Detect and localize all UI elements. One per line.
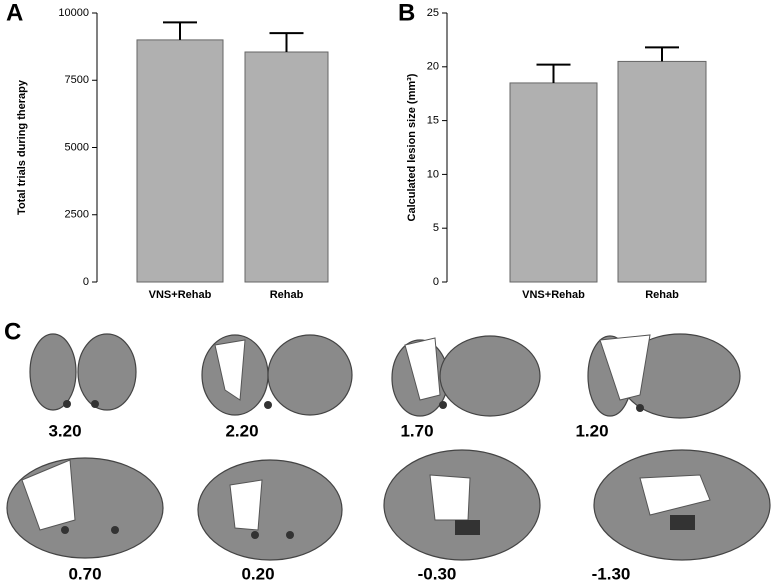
- bar: [509, 82, 598, 283]
- section-label: -1.30: [592, 564, 631, 582]
- y-tick-label: 7500: [65, 74, 89, 86]
- y-tick-label: 20: [427, 61, 439, 73]
- section-label: 3.20: [48, 421, 81, 440]
- panel-label: B: [398, 0, 415, 26]
- y-axis-label: Calculated lesion size (mm³): [406, 73, 418, 221]
- x-tick-label: VNS+Rehab: [149, 289, 212, 301]
- error-bar: [645, 46, 679, 62]
- brain-image: [383, 449, 541, 561]
- error-bar: [163, 21, 197, 40]
- bar: [617, 60, 707, 283]
- y-tick-label: 0: [433, 276, 439, 288]
- y-tick-label: 15: [427, 115, 439, 127]
- section-label: 1.20: [575, 421, 608, 440]
- section-label: 0.20: [241, 564, 274, 582]
- bar: [244, 51, 329, 283]
- panel-label: C: [4, 318, 21, 345]
- brain-image: [587, 333, 741, 419]
- x-tick-label: Rehab: [645, 289, 679, 301]
- x-tick-label: Rehab: [270, 289, 304, 301]
- section-label: 2.20: [225, 421, 258, 440]
- section-label: 0.70: [68, 564, 101, 582]
- brain-image: [6, 457, 164, 559]
- brain-image: [391, 335, 541, 417]
- panel-label: A: [6, 0, 23, 26]
- y-tick-label: 2500: [65, 209, 89, 221]
- section-label: 1.70: [400, 421, 433, 440]
- x-tick-label: VNS+Rehab: [522, 289, 585, 301]
- brain-image: [201, 334, 353, 416]
- brain-image: [197, 459, 343, 561]
- brain-sections: [6, 333, 771, 561]
- bar: [136, 39, 224, 283]
- y-tick-label: 0: [83, 276, 89, 288]
- brain-image: [593, 449, 771, 561]
- error-bar: [269, 32, 304, 53]
- y-tick-label: 5: [433, 222, 439, 234]
- y-tick-label: 10000: [58, 7, 89, 19]
- y-axis-label: Total trials during therapy: [16, 79, 28, 215]
- brain-image: [29, 333, 137, 411]
- error-bar: [536, 63, 571, 83]
- section-label: -0.30: [418, 564, 457, 582]
- y-tick-label: 25: [427, 7, 439, 19]
- y-tick-label: 5000: [65, 141, 89, 153]
- y-tick-label: 10: [427, 168, 439, 180]
